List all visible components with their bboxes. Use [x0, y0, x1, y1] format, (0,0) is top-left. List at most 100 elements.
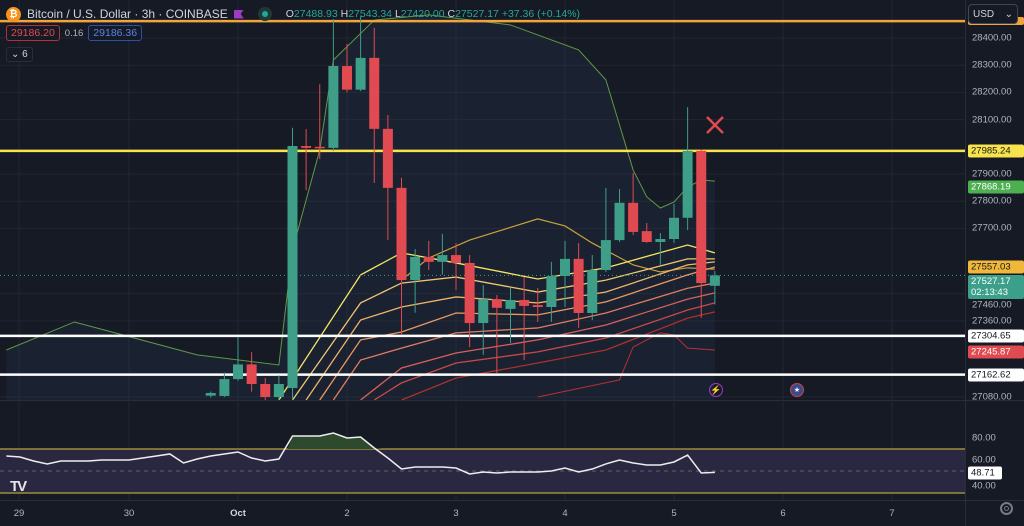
buy-button[interactable]: 29186.36 — [88, 25, 143, 41]
candle-body — [682, 150, 693, 218]
price-tick-label: 28400.00 — [972, 32, 1012, 44]
chevron-down-icon: ⌄ — [11, 49, 23, 60]
lower-bollinger-band — [537, 332, 715, 398]
time-tick-label: 29 — [13, 508, 25, 519]
us-flag-icon[interactable]: ★ — [790, 383, 804, 397]
price-tick-label: 27700.00 — [972, 222, 1012, 234]
pane-separator[interactable] — [0, 400, 1024, 401]
candle-body — [410, 256, 421, 281]
price-tick-label: 28200.00 — [972, 86, 1012, 98]
candle-body — [491, 299, 502, 308]
symbol-title[interactable]: Bitcoin / U.S. Dollar · 3h · COINBASE — [27, 7, 228, 21]
countdown: 02:13:43 — [971, 286, 1008, 298]
upper-bollinger-band — [6, 14, 715, 366]
price-tick-label: 27080.00 — [972, 391, 1012, 403]
candle-body — [546, 276, 557, 308]
candle-body — [655, 239, 666, 242]
price-tag: 27245.87 — [968, 345, 1024, 359]
candle-body — [709, 275, 720, 286]
time-tick-label: 6 — [780, 508, 786, 519]
candle-body — [423, 256, 434, 262]
ema-ribbon-line-7 — [373, 302, 716, 400]
ema-ribbon-line-1 — [278, 244, 716, 400]
price-tag: 27304.65 — [968, 329, 1024, 343]
price-tick-label: 27460.00 — [972, 299, 1012, 311]
candle-body — [287, 145, 298, 389]
price-tick-label: 27800.00 — [972, 195, 1012, 207]
low-value: 27420.00 — [400, 8, 445, 20]
time-tick-label: 7 — [889, 508, 895, 519]
ema-ribbon-line-2 — [291, 258, 715, 400]
flag-icon[interactable] — [233, 9, 244, 19]
time-axis[interactable]: 29 30 Oct 2 3 4 5 6 7 — [0, 500, 965, 526]
change-value: +37.36 (+0.14%) — [501, 8, 581, 20]
market-open-icon — [257, 7, 272, 21]
price-tick-label: 28100.00 — [972, 114, 1012, 126]
candle-body — [560, 258, 570, 276]
candle-body — [478, 299, 489, 324]
close-value: 27527.17 — [455, 8, 499, 20]
high-value: 27543.34 — [348, 8, 393, 20]
rsi-pane[interactable] — [0, 400, 965, 500]
candle-body — [219, 379, 230, 396]
ohlc-values: O27488.93 H27543.34 L27420.00 C27527.17 … — [285, 8, 581, 20]
time-tick-label: 2 — [344, 508, 350, 519]
candle-body — [314, 146, 325, 149]
candle-body — [573, 258, 584, 313]
candle-body — [464, 262, 475, 324]
time-axis-divider — [0, 500, 1024, 501]
price-tag: 27557.03 — [968, 260, 1024, 274]
candle-body — [246, 364, 257, 384]
chevron-down-icon: ⌄ — [1004, 9, 1013, 20]
price-tick-label: 27900.00 — [972, 168, 1012, 180]
candle-body — [614, 202, 625, 241]
candle-body — [451, 255, 461, 263]
candle-body — [669, 217, 679, 240]
candle-body — [587, 270, 598, 313]
rsi-tick-label: 80.00 — [972, 432, 996, 444]
candle-body — [437, 255, 448, 262]
tradingview-logo[interactable]: TV — [10, 478, 27, 495]
time-tick-label: 4 — [562, 508, 568, 519]
candle-body — [396, 187, 407, 281]
time-tick-label: 3 — [453, 508, 459, 519]
ema-ribbon-line-6 — [360, 292, 716, 400]
bitcoin-icon: ₿ — [6, 6, 21, 22]
open-value: 27488.93 — [293, 8, 338, 20]
candle-body — [532, 305, 543, 308]
x-mark-icon — [706, 116, 724, 134]
candle-body — [273, 383, 284, 398]
candle-body — [641, 231, 652, 242]
lightning-icon[interactable]: ⚡ — [709, 383, 723, 397]
time-tick-label: 5 — [671, 508, 677, 519]
price-tag: 27985.24 — [968, 144, 1024, 158]
currency-select[interactable]: USD ⌄ — [968, 4, 1018, 24]
symbol-legend[interactable]: ₿ Bitcoin / U.S. Dollar · 3h · COINBASE … — [6, 5, 580, 23]
price-tag: 27162.62 — [968, 368, 1024, 382]
spread-value: 0.16 — [64, 27, 84, 39]
price-tag: 27527.17 02:13:43 — [968, 274, 1024, 299]
rsi-line — [6, 432, 715, 475]
rsi-tick-label: 40.00 — [972, 480, 996, 492]
price-axis[interactable]: 28400.00 28300.00 28200.00 28100.00 27900.00… — [965, 0, 1024, 526]
gear-icon[interactable] — [1000, 502, 1013, 515]
price-chart-pane[interactable] — [0, 0, 965, 400]
candle-body — [260, 383, 271, 398]
candle-body — [600, 240, 611, 271]
candle-body — [342, 66, 352, 90]
price-tick-label: 28300.00 — [972, 59, 1012, 71]
candle-body — [519, 299, 530, 306]
candle-body — [369, 57, 380, 129]
candle-body — [628, 202, 639, 232]
candle-body — [382, 128, 393, 188]
rsi-current-value: 48.71 — [968, 466, 1002, 480]
time-tick-label: Oct — [230, 508, 246, 519]
candle-body — [301, 145, 312, 148]
sell-button[interactable]: 29186.20 — [6, 25, 60, 41]
ema-ribbon-line-8 — [401, 311, 716, 400]
rsi-tick-label: 60.00 — [972, 454, 996, 466]
candle-body — [505, 299, 516, 309]
indicators-toggle[interactable]: ⌄ 6 — [6, 47, 33, 62]
price-tick-label: 27360.00 — [972, 315, 1012, 327]
candle-body — [328, 66, 339, 148]
